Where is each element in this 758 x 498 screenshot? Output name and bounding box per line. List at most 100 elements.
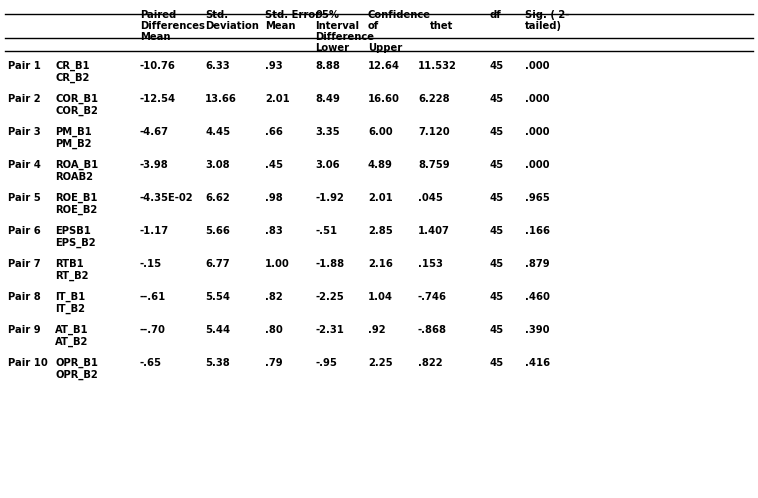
Text: .000: .000 [525, 61, 550, 71]
Text: RTB1: RTB1 [55, 259, 83, 269]
Text: Sig. ( 2-: Sig. ( 2- [525, 10, 569, 20]
Text: Mean: Mean [140, 32, 171, 42]
Text: 45: 45 [490, 226, 504, 236]
Text: .000: .000 [525, 160, 550, 170]
Text: .79: .79 [265, 358, 283, 368]
Text: 6.77: 6.77 [205, 259, 230, 269]
Text: .166: .166 [525, 226, 550, 236]
Text: Confidence: Confidence [368, 10, 431, 20]
Text: Pair 9: Pair 9 [8, 325, 41, 335]
Text: CR_B2: CR_B2 [55, 73, 89, 83]
Text: 8.49: 8.49 [315, 94, 340, 104]
Text: -2.31: -2.31 [315, 325, 344, 335]
Text: -.65: -.65 [140, 358, 162, 368]
Text: 45: 45 [490, 94, 504, 104]
Text: 2.85: 2.85 [368, 226, 393, 236]
Text: Deviation: Deviation [205, 21, 259, 31]
Text: thet: thet [430, 21, 453, 31]
Text: -.95: -.95 [315, 358, 337, 368]
Text: Pair 8: Pair 8 [8, 292, 41, 302]
Text: 95%: 95% [315, 10, 339, 20]
Text: .460: .460 [525, 292, 550, 302]
Text: Pair 4: Pair 4 [8, 160, 41, 170]
Text: -10.76: -10.76 [140, 61, 176, 71]
Text: Lower: Lower [315, 43, 349, 53]
Text: IT_B1: IT_B1 [55, 292, 85, 302]
Text: 45: 45 [490, 160, 504, 170]
Text: EPSB1: EPSB1 [55, 226, 91, 236]
Text: 16.60: 16.60 [368, 94, 400, 104]
Text: Mean: Mean [265, 21, 296, 31]
Text: 2.16: 2.16 [368, 259, 393, 269]
Text: PM_B2: PM_B2 [55, 139, 92, 149]
Text: ROE_B2: ROE_B2 [55, 205, 97, 215]
Text: EPS_B2: EPS_B2 [55, 238, 96, 249]
Text: Interval: Interval [315, 21, 359, 31]
Text: 6.228: 6.228 [418, 94, 449, 104]
Text: Pair 6: Pair 6 [8, 226, 41, 236]
Text: -1.88: -1.88 [315, 259, 344, 269]
Text: .822: .822 [418, 358, 443, 368]
Text: IT_B2: IT_B2 [55, 304, 85, 314]
Text: 5.66: 5.66 [205, 226, 230, 236]
Text: -.51: -.51 [315, 226, 337, 236]
Text: Paired: Paired [140, 10, 177, 20]
Text: .965: .965 [525, 193, 550, 203]
Text: -.746: -.746 [418, 292, 447, 302]
Text: 45: 45 [490, 127, 504, 137]
Text: OPR_B1: OPR_B1 [55, 358, 98, 368]
Text: PM_B1: PM_B1 [55, 127, 92, 137]
Text: 6.33: 6.33 [205, 61, 230, 71]
Text: Pair 5: Pair 5 [8, 193, 41, 203]
Text: AT_B2: AT_B2 [55, 337, 89, 347]
Text: Pair 2: Pair 2 [8, 94, 41, 104]
Text: Pair 7: Pair 7 [8, 259, 41, 269]
Text: -4.35E-02: -4.35E-02 [140, 193, 193, 203]
Text: .390: .390 [525, 325, 550, 335]
Text: Pair 1: Pair 1 [8, 61, 41, 71]
Text: 1.04: 1.04 [368, 292, 393, 302]
Text: of: of [368, 21, 379, 31]
Text: 45: 45 [490, 61, 504, 71]
Text: 45: 45 [490, 259, 504, 269]
Text: .000: .000 [525, 127, 550, 137]
Text: tailed): tailed) [525, 21, 562, 31]
Text: 3.08: 3.08 [205, 160, 230, 170]
Text: .93: .93 [265, 61, 283, 71]
Text: 3.06: 3.06 [315, 160, 340, 170]
Text: 11.532: 11.532 [418, 61, 457, 71]
Text: ROE_B1: ROE_B1 [55, 193, 98, 203]
Text: 1.00: 1.00 [265, 259, 290, 269]
Text: 45: 45 [490, 325, 504, 335]
Text: Difference: Difference [315, 32, 374, 42]
Text: 45: 45 [490, 292, 504, 302]
Text: 5.54: 5.54 [205, 292, 230, 302]
Text: Pair 3: Pair 3 [8, 127, 41, 137]
Text: 4.45: 4.45 [205, 127, 230, 137]
Text: Pair 10: Pair 10 [8, 358, 48, 368]
Text: .045: .045 [418, 193, 443, 203]
Text: 6.62: 6.62 [205, 193, 230, 203]
Text: ROA_B1: ROA_B1 [55, 160, 99, 170]
Text: .153: .153 [418, 259, 443, 269]
Text: -2.25: -2.25 [315, 292, 343, 302]
Text: .82: .82 [265, 292, 283, 302]
Text: 6.00: 6.00 [368, 127, 393, 137]
Text: COR_B2: COR_B2 [55, 106, 98, 116]
Text: 1.407: 1.407 [418, 226, 450, 236]
Text: 4.89: 4.89 [368, 160, 393, 170]
Text: AT_B1: AT_B1 [55, 325, 89, 335]
Text: 3.35: 3.35 [315, 127, 340, 137]
Text: .83: .83 [265, 226, 283, 236]
Text: Std. Error: Std. Error [265, 10, 320, 20]
Text: -.15: -.15 [140, 259, 162, 269]
Text: RT_B2: RT_B2 [55, 271, 89, 281]
Text: .45: .45 [265, 160, 283, 170]
Text: CR_B1: CR_B1 [55, 61, 89, 71]
Text: --.61: --.61 [140, 292, 166, 302]
Text: 7.120: 7.120 [418, 127, 449, 137]
Text: -3.98: -3.98 [140, 160, 169, 170]
Text: 12.64: 12.64 [368, 61, 400, 71]
Text: Upper: Upper [368, 43, 402, 53]
Text: 2.01: 2.01 [368, 193, 393, 203]
